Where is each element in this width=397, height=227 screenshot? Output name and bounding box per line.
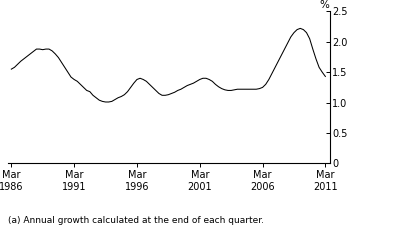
Text: (a) Annual growth calculated at the end of each quarter.: (a) Annual growth calculated at the end … xyxy=(8,216,264,225)
Text: %: % xyxy=(320,0,330,10)
